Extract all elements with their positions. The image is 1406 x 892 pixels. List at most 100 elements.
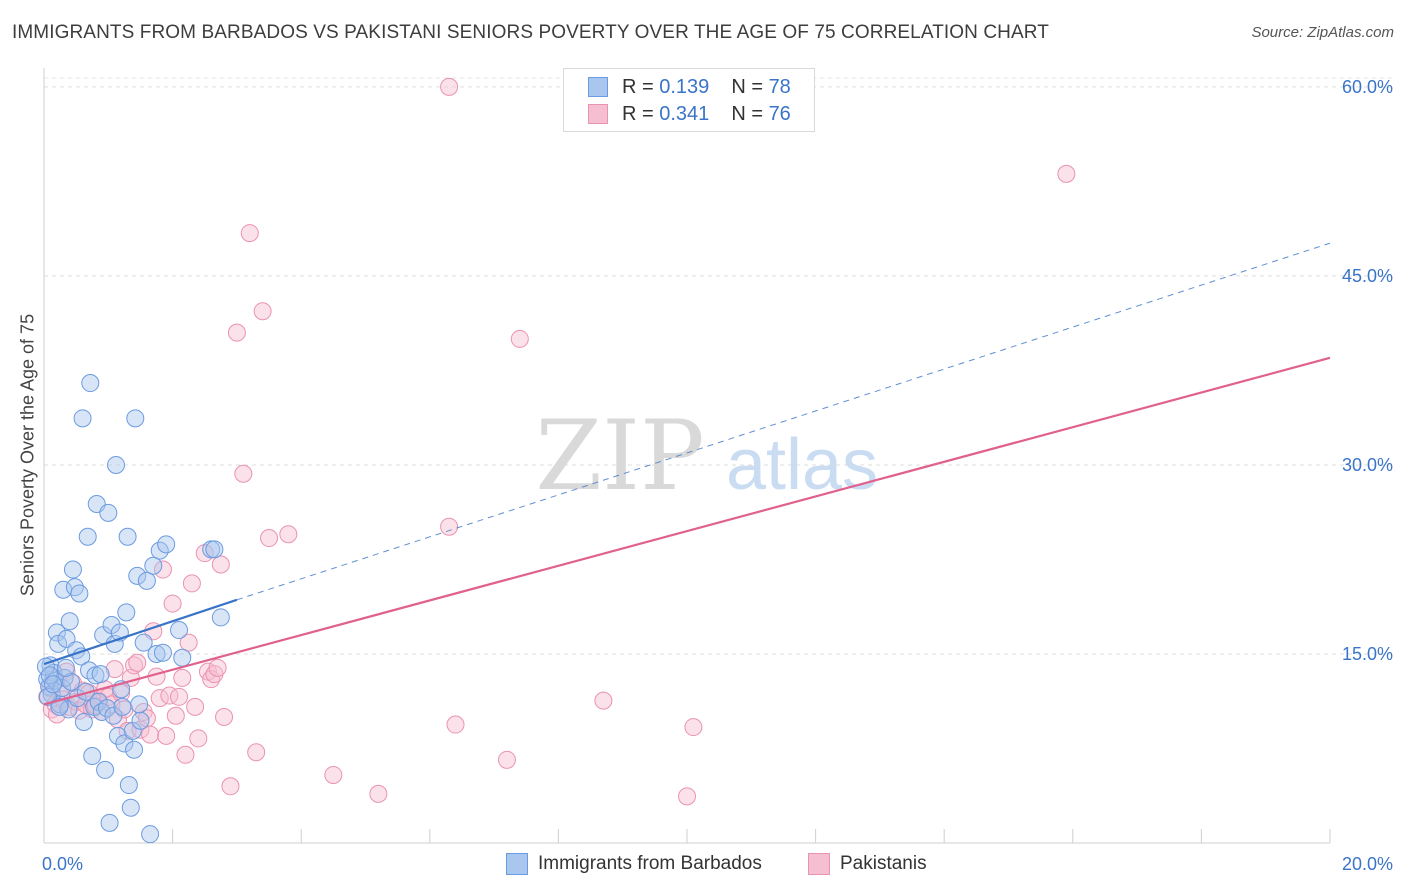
pakistanis-point: [260, 529, 279, 548]
pakistanis-point: [153, 560, 172, 579]
barbados-point: [91, 665, 110, 684]
pakistanis-point: [440, 517, 459, 536]
barbados-point: [98, 699, 117, 718]
pakistanis-r-value: 0.341: [659, 102, 710, 125]
barbados-swatch: [588, 77, 608, 97]
barbados-point: [211, 608, 230, 627]
pakistanis-point: [202, 670, 221, 689]
barbados-point: [96, 760, 115, 779]
barbados-point: [56, 658, 75, 677]
barbados-point: [62, 672, 81, 691]
pakistanis-legend-label: Pakistanis: [840, 853, 927, 874]
barbados-legend-label: Immigrants from Barbados: [538, 853, 762, 874]
barbados-point: [74, 713, 93, 732]
barbados-point: [107, 455, 126, 474]
pakistanis-point: [170, 687, 189, 706]
barbados-point: [63, 560, 82, 579]
barbados-point: [78, 527, 97, 546]
barbados-point: [170, 621, 189, 640]
chart-title: IMMIGRANTS FROM BARBADOS VS PAKISTANI SE…: [12, 22, 1049, 43]
watermark-atlas: atlas: [726, 425, 878, 505]
barbados-point: [150, 541, 169, 560]
pakistanis-point: [166, 706, 185, 725]
pakistanis-point: [497, 750, 516, 769]
barbados-r-value: 0.139: [659, 75, 710, 98]
pakistanis-point: [247, 743, 266, 762]
pakistanis-point: [369, 784, 388, 803]
barbados-point: [73, 409, 92, 428]
source-label: Source: ZipAtlas.com: [1251, 24, 1394, 41]
pakistanis-legend-swatch: [808, 853, 830, 875]
pakistanis-point: [160, 686, 179, 705]
correlation-legend: R = 0.139 N = 78 R = 0.341 N = 76: [563, 68, 815, 132]
series-legend-pakistanis: Pakistanis: [808, 851, 927, 877]
barbados-points: [36, 374, 230, 844]
barbados-point: [100, 813, 119, 832]
barbados-point: [99, 503, 118, 522]
r-label: R =: [622, 75, 654, 98]
barbados-point: [60, 612, 79, 631]
pakistanis-point: [234, 464, 253, 483]
pakistanis-point: [678, 787, 696, 806]
barbados-point: [141, 825, 160, 844]
r-label: R =: [622, 102, 654, 125]
pakistanis-point: [215, 707, 234, 726]
pakistanis-point: [173, 668, 192, 687]
barbados-point: [130, 695, 149, 714]
barbados-point: [123, 721, 142, 740]
pakistanis-point: [105, 660, 124, 679]
barbados-point: [121, 798, 140, 817]
pakistanis-point: [510, 329, 529, 348]
barbados-point: [115, 734, 134, 753]
pakistanis-point: [211, 555, 230, 574]
barbados-point: [126, 409, 145, 428]
barbados-n-value: 78: [768, 75, 791, 98]
barbados-point: [49, 634, 68, 653]
barbados-point: [119, 776, 138, 795]
barbados-point: [205, 540, 224, 559]
barbados-point: [44, 675, 63, 694]
y-tick-label: 30.0%: [1342, 455, 1393, 475]
barbados-legend-swatch: [506, 853, 528, 875]
pakistanis-point: [157, 726, 176, 745]
barbados-point: [128, 566, 147, 585]
pakistanis-point: [227, 323, 246, 342]
barbados-point: [137, 571, 156, 590]
n-label: N =: [731, 75, 763, 98]
pakistanis-point: [1057, 164, 1076, 183]
barbados-point: [118, 527, 137, 546]
barbados-point: [153, 643, 172, 662]
trend-lines: [43, 242, 1331, 706]
barbados-point: [144, 556, 163, 575]
tick-labels: 15.0% 30.0% 45.0% 60.0% 0.0% 20.0%: [42, 77, 1393, 874]
pakistanis-point: [182, 574, 201, 593]
pakistanis-point: [594, 691, 613, 710]
n-label: N =: [731, 102, 763, 125]
barbados-point: [131, 711, 150, 730]
pakistanis-n-value: 76: [768, 102, 791, 125]
pakistanis-point: [446, 715, 465, 734]
barbados-point: [147, 644, 166, 663]
barbados-point: [125, 740, 144, 759]
pakistanis-swatch: [588, 104, 608, 124]
barbados-trend-line: [43, 598, 238, 666]
pakistanis-point: [176, 745, 195, 764]
pakistanis-point: [221, 777, 240, 796]
barbados-point: [70, 584, 89, 603]
x-tick-label-min: 0.0%: [42, 854, 83, 874]
pakistanis-points: [38, 77, 1076, 806]
barbados-point: [157, 535, 176, 554]
pakistanis-point: [163, 594, 182, 613]
pakistanis-point: [128, 653, 147, 672]
pakistanis-point: [279, 525, 298, 544]
pakistanis-trend-line: [43, 356, 1331, 706]
barbados-point: [81, 374, 100, 393]
pakistanis-point: [125, 656, 144, 675]
pakistanis-point: [440, 77, 459, 96]
y-tick-label: 60.0%: [1342, 77, 1393, 97]
pakistanis-point: [208, 658, 227, 677]
y-tick-label: 15.0%: [1342, 644, 1393, 664]
pakistanis-point: [684, 718, 703, 737]
pakistanis-point: [240, 224, 259, 243]
